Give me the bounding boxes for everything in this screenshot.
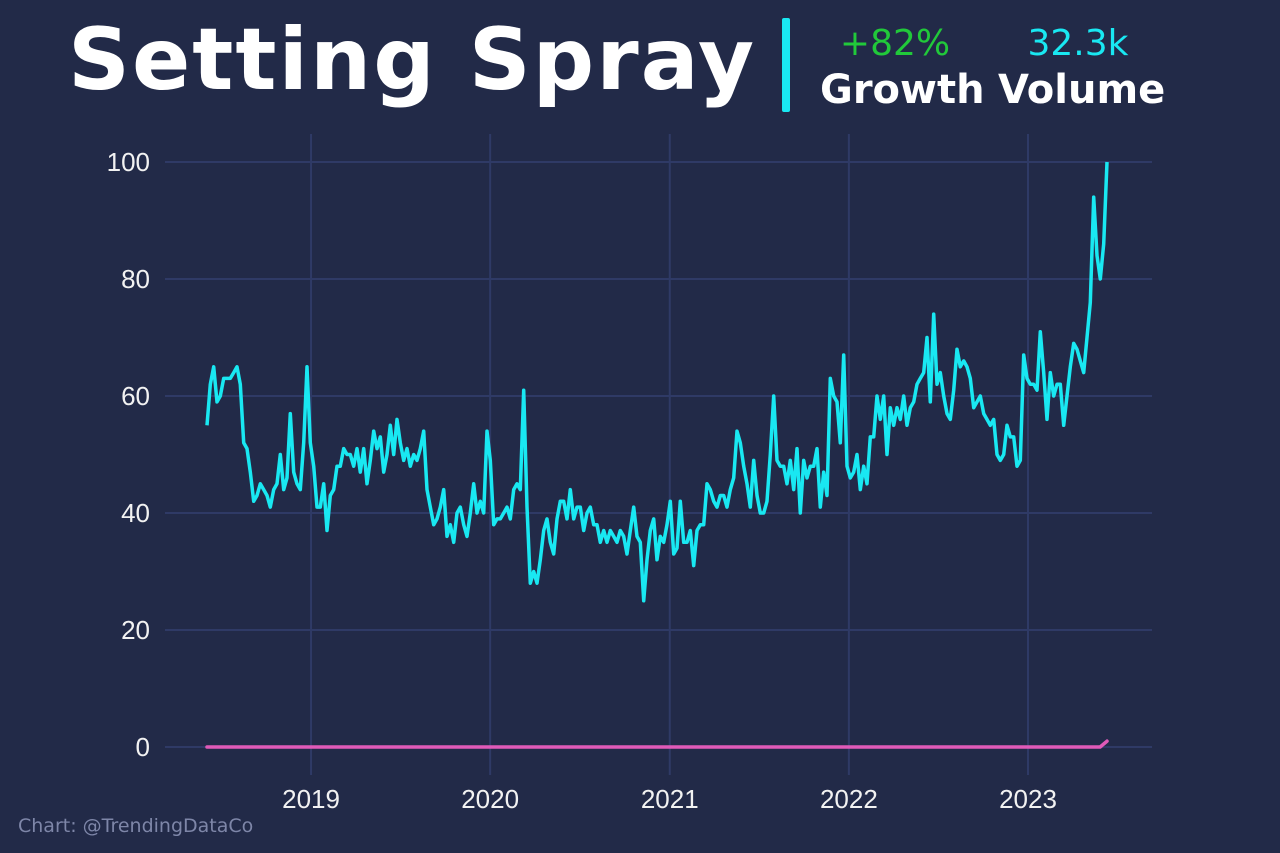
x-tick-label: 2022 bbox=[820, 784, 878, 814]
volume-label: Volume bbox=[998, 67, 1166, 113]
growth-value: +82% bbox=[839, 23, 951, 64]
x-axis-ticks: 2019 2020 2021 2022 2023 bbox=[282, 784, 1057, 814]
growth-label: Growth bbox=[820, 67, 985, 113]
volume-value: 32.3k bbox=[1027, 23, 1129, 64]
chart-credit: Chart: @TrendingDataCo bbox=[18, 815, 254, 837]
y-tick-label: 20 bbox=[121, 615, 150, 645]
header-divider bbox=[782, 18, 790, 112]
chart-title: Setting Spray bbox=[68, 10, 757, 110]
y-tick-label: 60 bbox=[121, 381, 150, 411]
y-tick-label: 40 bbox=[121, 498, 150, 528]
y-tick-label: 100 bbox=[107, 147, 150, 177]
x-tick-label: 2021 bbox=[641, 784, 699, 814]
primary-series-line bbox=[205, 161, 1109, 603]
y-tick-label: 0 bbox=[136, 732, 150, 762]
series-lines bbox=[205, 161, 1109, 749]
x-tick-label: 2023 bbox=[999, 784, 1057, 814]
x-tick-label: 2020 bbox=[461, 784, 519, 814]
y-axis-ticks: 0 20 40 60 80 100 bbox=[107, 147, 150, 762]
growth-stat: +82% Growth bbox=[820, 22, 985, 114]
secondary-series-line bbox=[205, 739, 1109, 749]
y-tick-label: 80 bbox=[121, 264, 150, 294]
x-tick-label: 2019 bbox=[282, 784, 340, 814]
volume-stat: 32.3k Volume bbox=[998, 22, 1166, 114]
